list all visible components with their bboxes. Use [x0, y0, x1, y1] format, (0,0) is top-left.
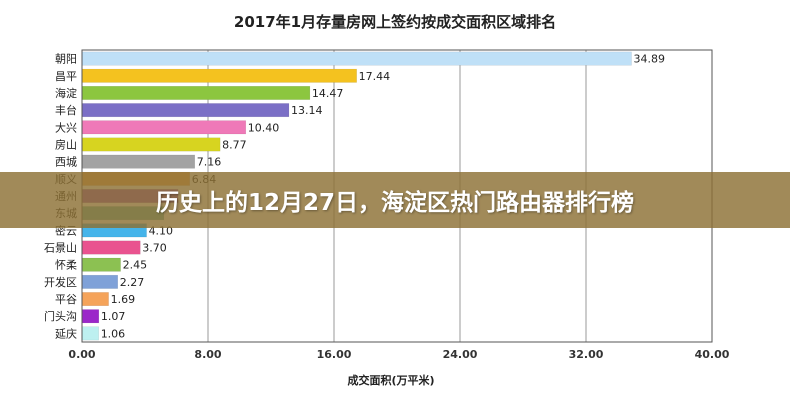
- value-label: 1.06: [101, 327, 126, 340]
- bar: [81, 274, 119, 289]
- bar: [81, 137, 221, 152]
- value-label: 34.89: [634, 53, 666, 66]
- category-label: 开发区: [44, 275, 77, 289]
- x-tick-label: 32.00: [569, 348, 604, 361]
- value-label: 3.70: [142, 242, 167, 255]
- x-tick-label: 24.00: [443, 348, 478, 361]
- bar: [81, 292, 109, 307]
- title-banner: 历史上的12月27日，海淀区热门路由器排行榜: [0, 172, 790, 228]
- x-tick-labels: 0.00 8.00 16.00 24.00 32.00 40.00: [68, 348, 729, 361]
- bar: [81, 326, 99, 341]
- banner-title: 历史上的12月27日，海淀区热门路由器排行榜: [155, 190, 634, 216]
- bar: [81, 257, 121, 272]
- category-label: 朝阳: [55, 53, 77, 66]
- bar: [81, 120, 247, 135]
- x-tick-label: 16.00: [317, 348, 352, 361]
- value-label: 13.14: [291, 104, 323, 117]
- value-label: 2.27: [120, 276, 145, 289]
- bar: [81, 309, 100, 324]
- bar: [81, 103, 290, 118]
- value-labels: 34.8917.4414.4713.1410.408.777.166.844.1…: [101, 53, 665, 341]
- category-label: 石景山: [44, 242, 77, 255]
- value-label: 1.69: [111, 293, 135, 306]
- value-label: 17.44: [359, 70, 391, 83]
- x-axis-title: 成交面积(万平米): [347, 373, 434, 387]
- category-label: 海淀: [55, 86, 77, 100]
- category-label: 丰台: [55, 103, 77, 117]
- category-label: 西城: [55, 156, 77, 169]
- bar: [81, 68, 357, 83]
- value-label: 2.45: [123, 259, 147, 272]
- x-tick-label: 8.00: [194, 348, 221, 361]
- category-label: 怀柔: [55, 259, 77, 272]
- value-label: 8.77: [222, 138, 247, 151]
- category-label: 房山: [55, 138, 77, 151]
- x-tick-label: 0.00: [68, 348, 95, 361]
- value-label: 10.40: [248, 121, 279, 134]
- bar: [81, 240, 141, 255]
- category-label: 门头沟: [44, 309, 77, 323]
- bar: [81, 85, 311, 100]
- category-label: 延庆: [55, 326, 77, 340]
- value-label: 7.16: [197, 156, 222, 169]
- value-label: 14.47: [312, 87, 344, 100]
- category-label: 平谷: [55, 293, 77, 306]
- value-label: 1.07: [101, 310, 126, 323]
- chart-title: 2017年1月存量房网上签约按成交面积区域排名: [234, 13, 556, 31]
- bar: [81, 51, 632, 66]
- category-label: 昌平: [55, 70, 77, 83]
- category-label: 大兴: [55, 120, 77, 134]
- x-tick-label: 40.00: [695, 348, 730, 361]
- bar: [81, 154, 196, 169]
